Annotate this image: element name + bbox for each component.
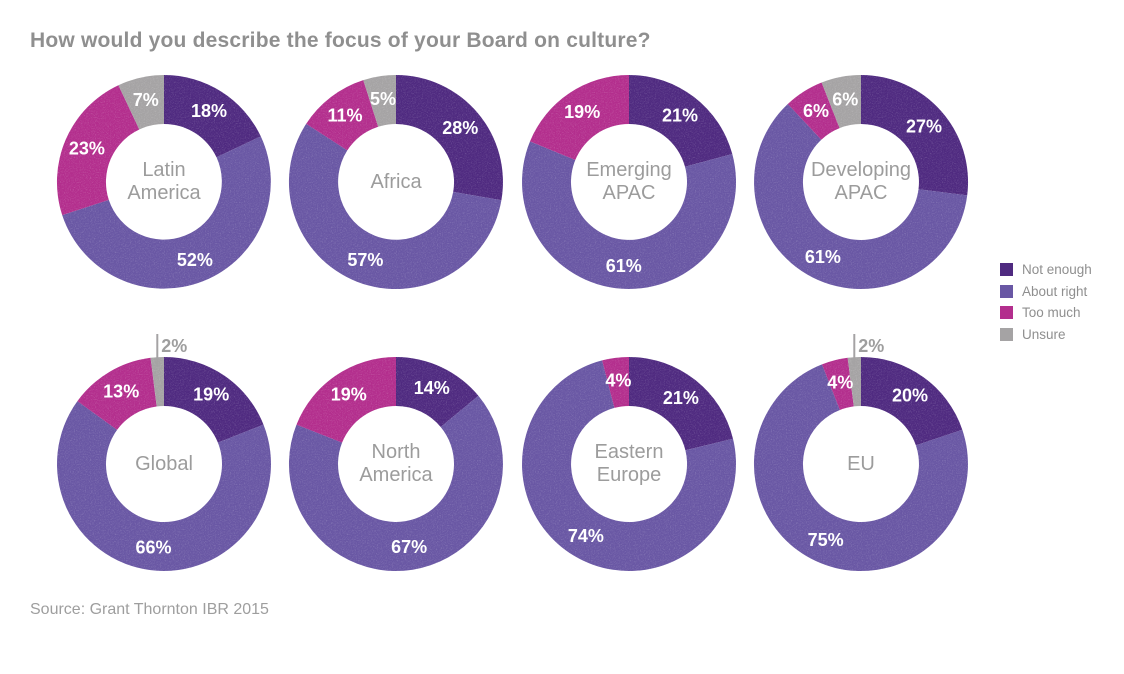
slice-label: 21% [662,105,698,125]
slice-label: 4% [605,371,631,391]
donut-chart-latin-america: 18% 52% 23% 7% [56,75,271,289]
legend-label: Not enough [1022,262,1092,277]
legend: Not enough About right Too much Unsure [1000,262,1092,349]
slice-label: 13% [103,382,139,402]
slice-label: 21% [663,388,699,408]
donut-africa: 28% 57% 11% 5% Africa [280,66,512,298]
donut-texture [57,357,271,571]
legend-item: Unsure [1000,326,1092,342]
slice-label: 18% [191,101,227,121]
slice-label: 75% [808,530,844,550]
slice-label: 61% [606,256,642,276]
slice-label: 6% [832,90,858,110]
donut-eastern-europe: 21% 74% 4% Eastern Europe [513,348,745,580]
slice-label: 61% [805,247,841,267]
slice-label: 19% [193,385,229,405]
slice-label: 4% [827,373,853,393]
slice-label: 5% [370,89,396,109]
donut-chart-north-america: 14% 67% 19% [288,357,503,572]
slice-label: 20% [892,386,928,406]
donut-chart-emerging-apac: 21% 61% 19% [522,75,737,289]
slice-label: 57% [347,250,383,270]
slice-label-outside: 2% [858,336,884,356]
slice-label: 67% [391,537,427,557]
donut-texture [289,357,503,571]
legend-swatch [1000,327,1013,341]
page-title: How would you describe the focus of your… [30,29,651,52]
donut-chart-africa: 28% 57% 11% 5% [288,74,503,290]
donut-chart-developing-apac: 27% 61% 6%6% [754,74,969,290]
donut-global: 19% 66% 13% 2% Global [48,334,280,580]
slice-label-outside: 2% [161,336,187,356]
donut-texture [289,75,503,289]
donut-texture [57,75,271,289]
legend-item: Too much [1000,305,1092,320]
slice-label: 19% [331,385,367,405]
slice-label: 23% [69,139,105,159]
legend-label: About right [1022,283,1088,299]
legend-label: Unsure [1022,326,1066,342]
slice-label: 74% [568,526,604,546]
donut-latin-america: 18% 52% 23% 7% Latin America [48,66,280,298]
donut-chart-global: 19% 66% 13% 2% [56,334,271,571]
slice-label: 6% [803,101,829,121]
legend-swatch [1000,306,1013,319]
legend-swatch [1000,284,1013,298]
slice-label: 28% [442,118,478,138]
slice-label: 66% [135,537,171,557]
donut-chart-eu: 20% 75% 4%2% [753,334,968,572]
legend-item: Not enough [1000,262,1092,277]
donut-developing-apac: 27% 61% 6% 6% Developing APAC [745,66,977,298]
donut-texture [754,357,968,571]
slice-label: 14% [414,378,450,398]
slice-label: 52% [177,250,213,270]
donut-eu: 20% 75% 4% 2% EU [745,334,977,580]
donut-texture [522,357,736,571]
slice-label: 27% [906,116,942,136]
donut-emerging-apac: 21% 61% 19% Emerging APAC [513,66,745,298]
slice-label: 7% [133,90,159,110]
slice-label: 19% [564,102,600,122]
donut-texture [754,75,968,289]
source-text: Source: Grant Thornton IBR 2015 [30,601,269,618]
legend-label: Too much [1022,305,1081,320]
donut-chart-eastern-europe: 21% 74% 4% [522,356,737,571]
legend-item: About right [1000,283,1092,299]
donut-texture [522,75,736,289]
donut-north-america: 14% 67% 19% North America [280,348,512,580]
slice-label: 11% [327,105,362,125]
legend-swatch [1000,263,1013,276]
